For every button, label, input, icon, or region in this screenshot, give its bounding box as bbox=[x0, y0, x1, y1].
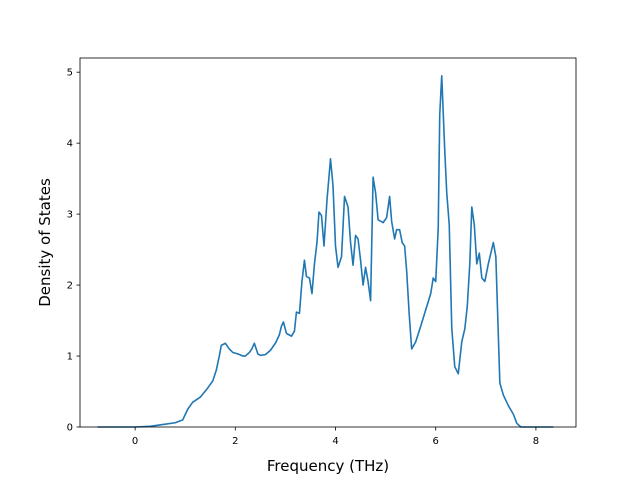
plot-frame bbox=[79, 57, 577, 428]
y-tick-label: 0 bbox=[67, 423, 73, 434]
x-tick-label: 0 bbox=[132, 436, 138, 447]
y-axis-label: Density of States bbox=[36, 178, 54, 307]
plot-area bbox=[97, 74, 554, 428]
y-tick-label: 4 bbox=[67, 139, 73, 150]
x-axis-label: Frequency (THz) bbox=[267, 457, 389, 475]
y-tick-label: 1 bbox=[67, 352, 73, 363]
y-tick-label: 3 bbox=[67, 210, 73, 221]
x-tick-label: 2 bbox=[232, 436, 238, 447]
x-tick-label: 4 bbox=[332, 436, 338, 447]
series-line-0 bbox=[97, 74, 554, 428]
x-tick-label: 8 bbox=[533, 436, 539, 447]
y-axis-ticks: 0 1 2 3 4 5 bbox=[67, 68, 80, 434]
y-tick-label: 2 bbox=[67, 281, 73, 292]
x-tick-label: 6 bbox=[433, 436, 439, 447]
y-tick-label: 5 bbox=[67, 68, 73, 79]
x-axis-ticks: 0 2 4 6 8 bbox=[132, 427, 539, 447]
